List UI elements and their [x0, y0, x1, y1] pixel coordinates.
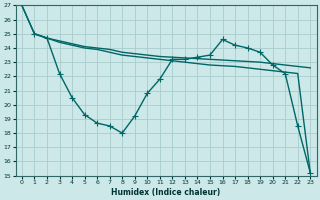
X-axis label: Humidex (Indice chaleur): Humidex (Indice chaleur) [111, 188, 221, 197]
